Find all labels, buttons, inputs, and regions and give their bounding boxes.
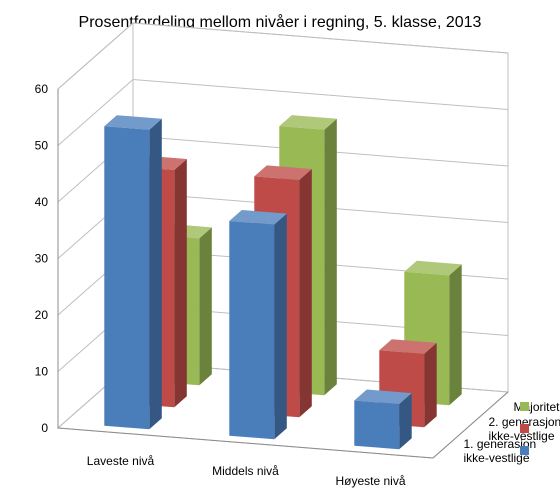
gridline (57, 78, 509, 146)
legend-label: 2. generasjon (489, 415, 560, 429)
bar-front (104, 126, 150, 430)
x-tick-label: Høyeste nivå (335, 474, 405, 488)
bar (104, 115, 162, 430)
depth-axis-line (432, 391, 509, 459)
bar-side (399, 393, 412, 450)
y-tick-label: 40 (35, 195, 49, 209)
bar-top (229, 210, 287, 225)
bar (229, 210, 287, 440)
bar-side (199, 227, 212, 386)
bar-top (279, 115, 337, 130)
x-tick-label: Middels nivå (212, 464, 279, 478)
bar-top (104, 115, 162, 130)
y-tick-label: 50 (35, 139, 49, 153)
legend-label: ikke-vestlige (489, 429, 555, 443)
x-axis-line (57, 427, 434, 459)
x-tick-label: Laveste nivå (87, 454, 155, 468)
bar-top (404, 260, 462, 276)
bar-side (449, 264, 462, 406)
legend-label: 1. generasjon (464, 437, 537, 451)
gridline (57, 22, 509, 90)
y-tick-label: 30 (35, 252, 49, 266)
chart-bars (104, 115, 462, 450)
bar-side (324, 118, 337, 396)
bar-side (149, 118, 162, 430)
legend-marker (520, 446, 529, 455)
bar-side (174, 159, 187, 408)
y-tick-label: 0 (41, 421, 48, 435)
y-tick-label: 20 (35, 308, 49, 322)
bar-side (424, 342, 437, 428)
bar-top (254, 165, 312, 180)
bar-top (354, 389, 412, 405)
bar-front (229, 221, 275, 440)
bar-top (379, 339, 437, 354)
y-tick-label: 60 (35, 82, 49, 96)
chart-labels: 0 10 20 30 40 50 60 Laveste nivå Middels nivå Høy… (35, 82, 406, 488)
bar (354, 389, 412, 450)
chart-axes (57, 89, 509, 459)
legend-marker (520, 424, 529, 433)
bar (404, 260, 462, 406)
y-tick-label: 10 (35, 365, 49, 379)
bar-side (299, 169, 312, 418)
legend-marker (520, 402, 529, 411)
bar-front (354, 400, 400, 450)
bar-side (274, 213, 287, 440)
legend-label: ikke-vestlige (464, 451, 530, 465)
